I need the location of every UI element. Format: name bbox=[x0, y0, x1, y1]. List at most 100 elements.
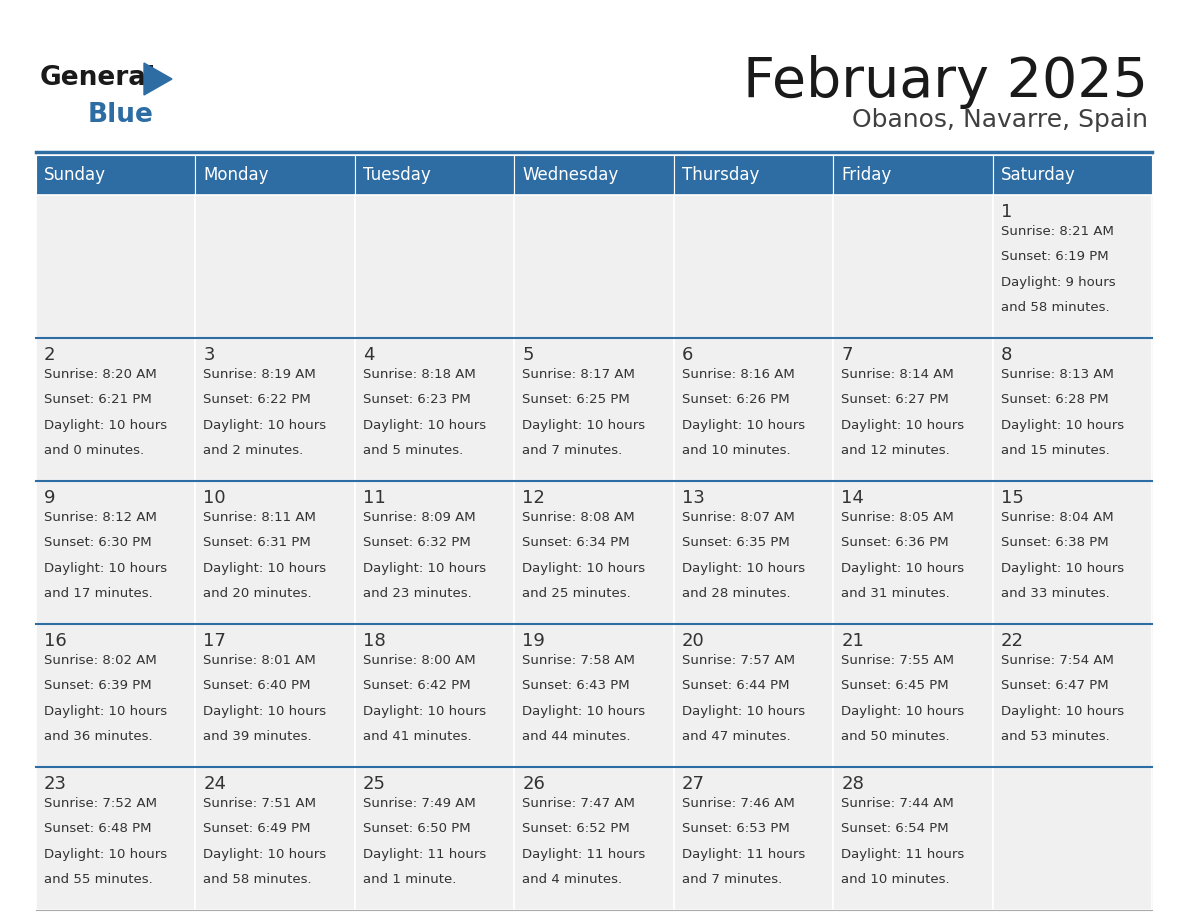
Text: Daylight: 10 hours: Daylight: 10 hours bbox=[523, 705, 645, 718]
Bar bbox=[514, 155, 674, 195]
Text: 28: 28 bbox=[841, 775, 864, 793]
Text: 27: 27 bbox=[682, 775, 704, 793]
Text: and 39 minutes.: and 39 minutes. bbox=[203, 730, 312, 743]
Text: Sunrise: 7:49 AM: Sunrise: 7:49 AM bbox=[362, 797, 475, 810]
Bar bbox=[992, 195, 1152, 338]
Text: 20: 20 bbox=[682, 632, 704, 650]
Text: Sunset: 6:44 PM: Sunset: 6:44 PM bbox=[682, 679, 789, 692]
Text: Sunrise: 8:13 AM: Sunrise: 8:13 AM bbox=[1000, 368, 1113, 381]
Text: Sunset: 6:28 PM: Sunset: 6:28 PM bbox=[1000, 393, 1108, 407]
Bar bbox=[674, 195, 833, 338]
Text: Sunrise: 8:07 AM: Sunrise: 8:07 AM bbox=[682, 511, 795, 524]
Text: and 17 minutes.: and 17 minutes. bbox=[44, 587, 153, 600]
Text: Sunset: 6:52 PM: Sunset: 6:52 PM bbox=[523, 823, 630, 835]
Text: Daylight: 10 hours: Daylight: 10 hours bbox=[44, 419, 168, 431]
Text: Sunrise: 8:00 AM: Sunrise: 8:00 AM bbox=[362, 654, 475, 667]
Bar bbox=[833, 338, 992, 481]
Text: 14: 14 bbox=[841, 489, 864, 507]
Text: Daylight: 11 hours: Daylight: 11 hours bbox=[682, 847, 805, 861]
Text: Sunrise: 8:09 AM: Sunrise: 8:09 AM bbox=[362, 511, 475, 524]
Text: and 12 minutes.: and 12 minutes. bbox=[841, 444, 950, 457]
Text: Daylight: 10 hours: Daylight: 10 hours bbox=[1000, 562, 1124, 575]
Bar bbox=[833, 195, 992, 338]
Text: 4: 4 bbox=[362, 346, 374, 364]
Bar bbox=[36, 195, 196, 338]
Text: Sunrise: 8:20 AM: Sunrise: 8:20 AM bbox=[44, 368, 157, 381]
Text: Sunrise: 8:12 AM: Sunrise: 8:12 AM bbox=[44, 511, 157, 524]
Text: and 58 minutes.: and 58 minutes. bbox=[1000, 301, 1110, 314]
Text: 15: 15 bbox=[1000, 489, 1023, 507]
Text: and 58 minutes.: and 58 minutes. bbox=[203, 873, 312, 886]
Text: Friday: Friday bbox=[841, 166, 891, 184]
Text: Sunrise: 8:04 AM: Sunrise: 8:04 AM bbox=[1000, 511, 1113, 524]
Text: Sunrise: 7:51 AM: Sunrise: 7:51 AM bbox=[203, 797, 316, 810]
Text: Sunset: 6:53 PM: Sunset: 6:53 PM bbox=[682, 823, 790, 835]
Text: Daylight: 10 hours: Daylight: 10 hours bbox=[1000, 419, 1124, 431]
Text: and 44 minutes.: and 44 minutes. bbox=[523, 730, 631, 743]
Bar bbox=[674, 481, 833, 624]
Text: Obanos, Navarre, Spain: Obanos, Navarre, Spain bbox=[852, 108, 1148, 132]
Bar bbox=[992, 155, 1152, 195]
Text: and 10 minutes.: and 10 minutes. bbox=[682, 444, 790, 457]
Text: 23: 23 bbox=[44, 775, 67, 793]
Bar bbox=[514, 338, 674, 481]
Text: Daylight: 10 hours: Daylight: 10 hours bbox=[44, 705, 168, 718]
Text: and 33 minutes.: and 33 minutes. bbox=[1000, 587, 1110, 600]
Text: Sunset: 6:45 PM: Sunset: 6:45 PM bbox=[841, 679, 949, 692]
Text: Daylight: 10 hours: Daylight: 10 hours bbox=[841, 419, 965, 431]
Text: 21: 21 bbox=[841, 632, 864, 650]
Text: and 7 minutes.: and 7 minutes. bbox=[523, 444, 623, 457]
Text: and 36 minutes.: and 36 minutes. bbox=[44, 730, 152, 743]
Text: Sunset: 6:38 PM: Sunset: 6:38 PM bbox=[1000, 536, 1108, 549]
Text: 9: 9 bbox=[44, 489, 56, 507]
Text: Daylight: 10 hours: Daylight: 10 hours bbox=[362, 419, 486, 431]
Bar bbox=[992, 481, 1152, 624]
Text: 22: 22 bbox=[1000, 632, 1024, 650]
Text: Sunset: 6:31 PM: Sunset: 6:31 PM bbox=[203, 536, 311, 549]
Text: Daylight: 10 hours: Daylight: 10 hours bbox=[362, 705, 486, 718]
Text: 3: 3 bbox=[203, 346, 215, 364]
Text: 11: 11 bbox=[362, 489, 386, 507]
Text: and 55 minutes.: and 55 minutes. bbox=[44, 873, 153, 886]
Text: February 2025: February 2025 bbox=[742, 55, 1148, 109]
Text: Sunrise: 8:17 AM: Sunrise: 8:17 AM bbox=[523, 368, 636, 381]
Bar bbox=[674, 624, 833, 767]
Text: 1: 1 bbox=[1000, 203, 1012, 221]
Text: 10: 10 bbox=[203, 489, 226, 507]
Text: Sunset: 6:36 PM: Sunset: 6:36 PM bbox=[841, 536, 949, 549]
Bar bbox=[992, 767, 1152, 910]
Text: Sunrise: 7:54 AM: Sunrise: 7:54 AM bbox=[1000, 654, 1113, 667]
Text: Blue: Blue bbox=[88, 102, 154, 128]
Bar bbox=[355, 767, 514, 910]
Text: General: General bbox=[40, 65, 157, 91]
Text: Daylight: 10 hours: Daylight: 10 hours bbox=[682, 419, 804, 431]
Text: 17: 17 bbox=[203, 632, 226, 650]
Bar bbox=[196, 195, 355, 338]
Text: 6: 6 bbox=[682, 346, 693, 364]
Bar bbox=[674, 767, 833, 910]
Bar bbox=[833, 155, 992, 195]
Text: Wednesday: Wednesday bbox=[523, 166, 619, 184]
Bar bbox=[355, 155, 514, 195]
Text: Sunset: 6:27 PM: Sunset: 6:27 PM bbox=[841, 393, 949, 407]
Bar bbox=[36, 481, 196, 624]
Text: 18: 18 bbox=[362, 632, 386, 650]
Text: Sunrise: 8:11 AM: Sunrise: 8:11 AM bbox=[203, 511, 316, 524]
Text: Sunrise: 7:58 AM: Sunrise: 7:58 AM bbox=[523, 654, 636, 667]
Text: and 28 minutes.: and 28 minutes. bbox=[682, 587, 790, 600]
Text: Sunset: 6:25 PM: Sunset: 6:25 PM bbox=[523, 393, 630, 407]
Text: Sunset: 6:39 PM: Sunset: 6:39 PM bbox=[44, 679, 152, 692]
Text: and 0 minutes.: and 0 minutes. bbox=[44, 444, 144, 457]
Text: Sunset: 6:50 PM: Sunset: 6:50 PM bbox=[362, 823, 470, 835]
Text: 8: 8 bbox=[1000, 346, 1012, 364]
Text: and 1 minute.: and 1 minute. bbox=[362, 873, 456, 886]
Text: Daylight: 10 hours: Daylight: 10 hours bbox=[523, 419, 645, 431]
Bar bbox=[355, 195, 514, 338]
Text: Sunrise: 7:52 AM: Sunrise: 7:52 AM bbox=[44, 797, 157, 810]
Text: Sunset: 6:19 PM: Sunset: 6:19 PM bbox=[1000, 251, 1108, 263]
Bar bbox=[992, 338, 1152, 481]
Bar bbox=[36, 767, 196, 910]
Text: Sunrise: 8:18 AM: Sunrise: 8:18 AM bbox=[362, 368, 475, 381]
Text: and 4 minutes.: and 4 minutes. bbox=[523, 873, 623, 886]
Text: Daylight: 10 hours: Daylight: 10 hours bbox=[1000, 705, 1124, 718]
